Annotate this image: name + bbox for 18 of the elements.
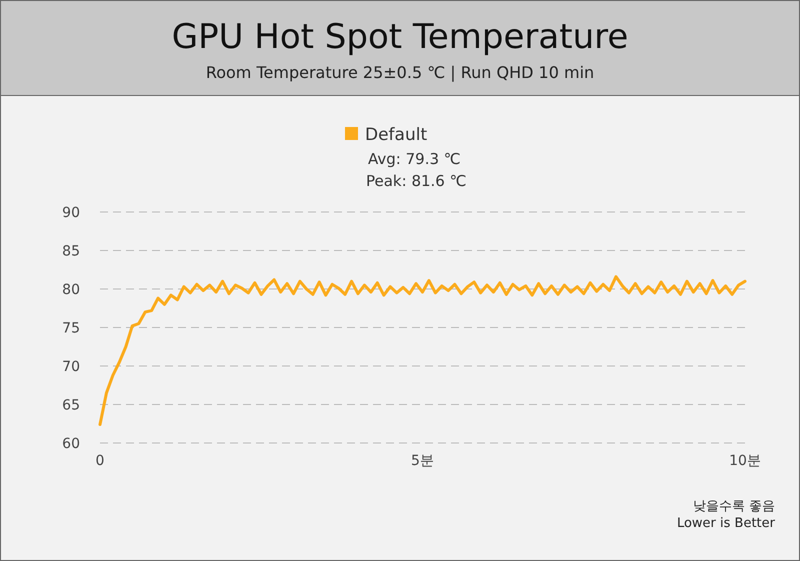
text: Peak: 81.6 ℃ [366, 172, 466, 190]
line-series [98, 275, 746, 426]
text: Lower is Better [676, 516, 776, 531]
x-tick-label: 10분 [729, 453, 761, 469]
chart-title: GPU Hot Spot Temperature [172, 17, 628, 57]
x-tick-label: 0 [96, 453, 104, 469]
y-tick-label: 70 [62, 359, 80, 375]
y-tick-label: 60 [62, 436, 80, 452]
text: Avg: 79.3 ℃ [368, 150, 461, 168]
y-tick-label: 80 [62, 282, 80, 298]
y-tick-label: 85 [62, 244, 80, 260]
y-tick-label: 75 [62, 320, 80, 336]
chart-subtitle: Room Temperature 25±0.5 ℃ | Run QHD 10 min [206, 63, 594, 82]
y-tick-label: 90 [62, 205, 80, 221]
y-tick-label: 65 [62, 398, 80, 414]
legend-label: Default [365, 125, 428, 145]
x-tick-label: 5분 [411, 453, 434, 469]
text: 낮을수록 좋음 [692, 499, 775, 514]
